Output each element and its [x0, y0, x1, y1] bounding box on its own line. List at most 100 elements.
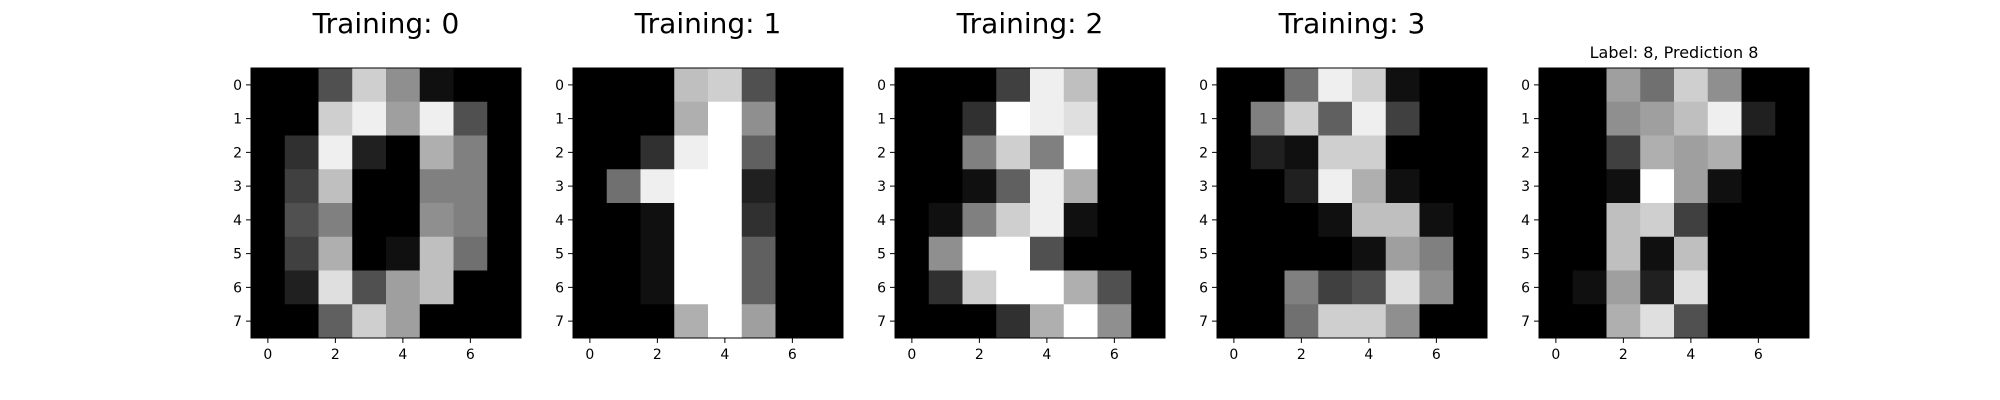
pixel-cell	[1385, 270, 1420, 305]
y-tick-label: 7	[555, 314, 564, 330]
pixel-cell	[573, 304, 608, 339]
pixel-cell	[386, 304, 421, 339]
pixel-cell	[1352, 135, 1387, 170]
x-tick-label: 4	[398, 347, 407, 363]
pixel-cell	[1741, 135, 1776, 170]
pixel-cell	[928, 101, 963, 136]
pixel-cell	[1419, 101, 1454, 136]
pixel-cell	[775, 236, 810, 271]
pixel-cell	[318, 68, 353, 103]
pixel-cell	[1030, 101, 1065, 136]
pixel-cell	[453, 304, 488, 339]
pixel-cell	[1674, 304, 1709, 339]
y-tick-label: 6	[1199, 280, 1208, 296]
pixel-cell	[996, 101, 1031, 136]
pixel-cell	[1572, 203, 1607, 238]
axes-frame	[894, 67, 1166, 339]
pixel-cell	[1453, 270, 1488, 305]
pixel-cell	[708, 236, 743, 271]
pixel-cell	[1707, 101, 1742, 136]
y-tick-label: 1	[877, 112, 886, 128]
pixel-cell	[1284, 135, 1319, 170]
axes-frame	[572, 67, 844, 339]
x-tick-label: 0	[907, 347, 916, 363]
pixel-cell	[487, 203, 522, 238]
pixel-cell	[1217, 101, 1252, 136]
digit-panel: Label: 8, Prediction 8 0 2 4 6 0 1 2 3 4 5 6 7	[1521, 43, 1810, 363]
pixel-cell	[1707, 203, 1742, 238]
pixel-cell	[1385, 236, 1420, 271]
pixel-cell	[895, 68, 930, 103]
pixel-cell	[1030, 135, 1065, 170]
pixel-cell	[895, 135, 930, 170]
pixel-cell	[674, 101, 709, 136]
pixel-cell	[1640, 169, 1675, 204]
pixel-cell	[1030, 236, 1065, 271]
panel-title: Label: 8, Prediction 8	[1590, 43, 1759, 62]
pixel-cell	[1284, 236, 1319, 271]
pixel-cell	[352, 135, 387, 170]
pixel-cell	[1640, 203, 1675, 238]
x-tick-label: 2	[1297, 347, 1306, 363]
pixel-cell	[928, 203, 963, 238]
pixel-cell	[1674, 68, 1709, 103]
y-tick-label: 1	[233, 112, 242, 128]
pixel-cell	[573, 203, 608, 238]
pixel-cell	[453, 135, 488, 170]
pixel-cell	[640, 203, 675, 238]
pixel-cell	[1606, 101, 1641, 136]
x-tick-label: 6	[788, 347, 797, 363]
pixel-cell	[606, 270, 641, 305]
x-tick-label: 0	[263, 347, 272, 363]
digit-panel: Training: 1 0 2 4 6 0 1 2 3 4 5 6 7	[555, 7, 844, 363]
pixel-cell	[640, 304, 675, 339]
pixel-cell	[352, 68, 387, 103]
pixel-cell	[1640, 236, 1675, 271]
pixel-cell	[1318, 203, 1353, 238]
y-tick-label: 4	[1521, 213, 1530, 229]
digit-panel: Training: 3 0 2 4 6 0 1 2 3 4 5 6 7	[1199, 7, 1488, 363]
pixel-cell	[640, 270, 675, 305]
pixel-cell	[606, 203, 641, 238]
pixel-cell	[708, 68, 743, 103]
pixel-cell	[284, 169, 319, 204]
pixel-cell	[419, 101, 454, 136]
pixel-cell	[1419, 304, 1454, 339]
pixel-cell	[1674, 236, 1709, 271]
pixel-cell	[1284, 270, 1319, 305]
pixel-cell	[895, 236, 930, 271]
pixel-cell	[251, 135, 286, 170]
pixel-cell	[1572, 169, 1607, 204]
pixel-cell	[1385, 101, 1420, 136]
panel-title: Training: 1	[634, 7, 782, 40]
pixel-cell	[1674, 270, 1709, 305]
pixel-cell	[962, 101, 997, 136]
pixel-cell	[573, 270, 608, 305]
pixel-cell	[419, 270, 454, 305]
pixel-cell	[1131, 304, 1166, 339]
pixel-cell	[1707, 68, 1742, 103]
pixel-cell	[674, 236, 709, 271]
x-tick-label: 4	[720, 347, 729, 363]
pixel-cell	[606, 135, 641, 170]
pixel-cell	[1030, 203, 1065, 238]
pixel-cell	[1453, 101, 1488, 136]
y-tick-label: 2	[877, 145, 886, 161]
pixel-cell	[1741, 236, 1776, 271]
y-tick-label: 6	[233, 280, 242, 296]
x-tick-label: 6	[466, 347, 475, 363]
pixel-cell	[809, 304, 844, 339]
pixel-cell	[284, 270, 319, 305]
pixel-cell	[640, 169, 675, 204]
pixel-cell	[962, 203, 997, 238]
pixel-cell	[1419, 270, 1454, 305]
pixel-cell	[453, 236, 488, 271]
pixel-cell	[1419, 203, 1454, 238]
pixel-cell	[741, 203, 776, 238]
pixel-cell	[251, 169, 286, 204]
pixel-cell	[419, 236, 454, 271]
pixel-cell	[606, 304, 641, 339]
pixel-cell	[1131, 203, 1166, 238]
pixel-cell	[1775, 101, 1810, 136]
pixel-cell	[1131, 135, 1166, 170]
